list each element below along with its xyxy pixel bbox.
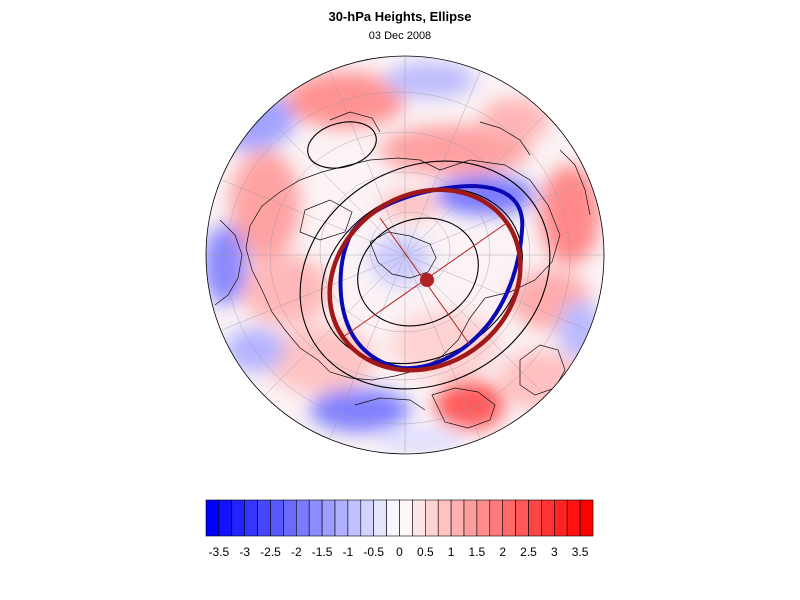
colorbar-box <box>334 499 349 537</box>
colorbar-tick-label: -1.5 <box>312 545 333 559</box>
colorbar-tick-label: 1.5 <box>469 545 486 559</box>
colorbar-box <box>360 499 374 537</box>
colorbar-tick-label: 1 <box>448 545 455 559</box>
colorbar-tick-label: -1 <box>343 545 354 559</box>
colorbar-box <box>489 499 503 537</box>
colorbar-tick-label: 2.5 <box>520 545 537 559</box>
map-date: 03 Dec 2008 <box>368 30 432 42</box>
colorbar-tick-label: -0.5 <box>363 545 384 559</box>
colorbar-box <box>257 499 271 537</box>
colorbar-box <box>386 499 400 537</box>
vortex-edge-line <box>338 183 525 371</box>
colorbar-box <box>528 499 542 537</box>
colorbar-tick-label: -3.5 <box>209 545 230 559</box>
colorbar-tick-labels: -3.5 -3 -2.5 -2 -1.5 -1 -0.5 0 0.5 1 1.5 2 2.5 3 3.5 <box>209 545 589 559</box>
colorbar-box <box>373 499 387 537</box>
contour-outer <box>299 160 551 390</box>
map-title: 30-hPa Heights, Ellipse <box>328 9 472 24</box>
colorbar-box <box>566 499 581 537</box>
colorbar-box <box>541 499 555 537</box>
colorbar-box <box>244 499 258 537</box>
colorbar-box <box>476 499 491 537</box>
colorbar-tick-label: 2 <box>499 545 506 559</box>
colorbar-box <box>502 499 516 537</box>
colorbar-box <box>308 499 323 537</box>
colorbar-box <box>412 499 426 537</box>
colorbar-box <box>283 499 297 537</box>
colorbar-tick-label: 0.5 <box>417 545 434 559</box>
colorbar-box <box>437 499 452 537</box>
colorbar-box <box>399 499 413 537</box>
colorbar-box <box>321 499 336 537</box>
colorbar-tick-label: 0 <box>396 545 403 559</box>
colorbar-box <box>463 499 478 537</box>
colorbar-box <box>270 499 284 537</box>
ellipse-center-dot <box>420 273 434 287</box>
colorbar-box <box>450 499 465 537</box>
colorbar-boxes <box>205 499 594 537</box>
colorbar-box <box>231 499 246 537</box>
globe <box>205 55 605 455</box>
colorbar-box <box>579 499 594 537</box>
colorbar-tick-label: 3 <box>551 545 558 559</box>
colorbar-box <box>205 499 220 537</box>
colorbar-tick-label: 3.5 <box>572 545 589 559</box>
colorbar-box <box>347 499 362 537</box>
colorbar-tick-label: -2 <box>291 545 302 559</box>
colorbar-box <box>295 499 310 537</box>
colorbar-tick-label: -3 <box>239 545 250 559</box>
polar-map <box>205 55 605 455</box>
colorbar-box <box>553 499 568 537</box>
colorbar-box <box>424 499 439 537</box>
colorbar-box <box>515 499 529 537</box>
graticule <box>206 56 604 454</box>
colorbar-box <box>218 499 233 537</box>
contour-high-cell <box>307 121 377 169</box>
colorbar-tick-label: -2.5 <box>260 545 281 559</box>
